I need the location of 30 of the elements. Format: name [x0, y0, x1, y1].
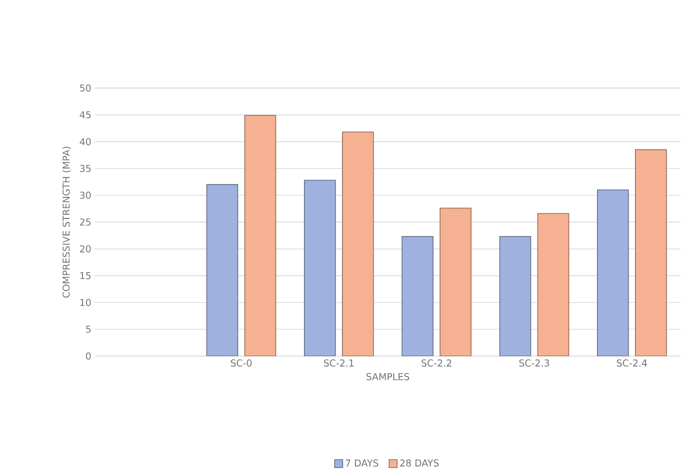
x-tick-label: SC-2.3	[519, 359, 550, 367]
y-tick-label: 35	[80, 164, 91, 172]
y-tick-label: 5	[86, 326, 91, 333]
bar	[244, 115, 276, 356]
bar	[499, 236, 532, 356]
bar	[635, 149, 667, 356]
y-tick-label: 45	[80, 111, 91, 118]
x-axis-title: SAMPLES	[366, 373, 410, 380]
legend-label: 7 DAYS	[346, 459, 378, 467]
bar	[206, 184, 238, 356]
bar	[402, 236, 434, 356]
bar	[537, 213, 570, 356]
bar	[304, 180, 336, 356]
y-tick-label: 20	[80, 245, 91, 253]
y-tick-label: 15	[80, 272, 91, 280]
bar	[440, 208, 472, 356]
y-tick-label: 25	[80, 218, 91, 226]
y-tick-label: 30	[80, 192, 91, 199]
x-tick-label: SC-2.4	[616, 359, 647, 367]
y-axis-title: COMPRESSIVE STRENGTH (MPA)	[62, 146, 71, 298]
bar	[597, 190, 629, 356]
bar	[342, 132, 374, 356]
y-tick-label: 40	[80, 138, 91, 146]
legend-label: 28 DAYS	[400, 459, 439, 467]
x-tick-label: SC-2.1	[324, 359, 354, 367]
x-tick-label: SC-2.2	[422, 359, 452, 367]
y-tick-label: 0	[86, 352, 91, 360]
x-tick-label: SC-0	[230, 359, 252, 367]
y-tick-label: 10	[80, 298, 91, 306]
y-tick-label: 50	[80, 84, 91, 92]
